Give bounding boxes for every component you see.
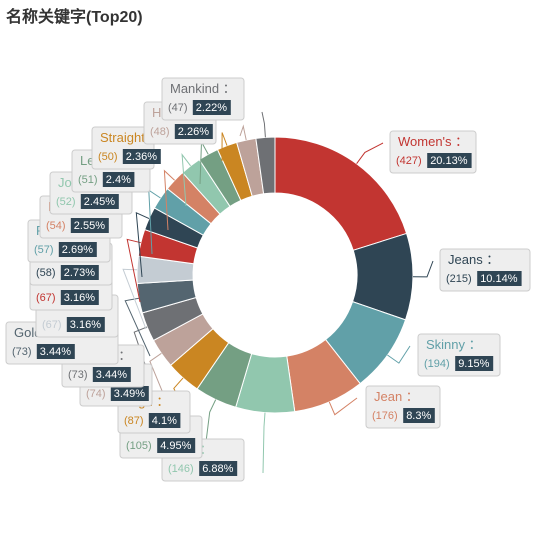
label-line <box>126 238 141 303</box>
label-percent: 2.45% <box>84 196 115 208</box>
slice-label: Skinny ： (194) 9.15% <box>417 333 501 377</box>
label-count: (194) <box>424 358 450 370</box>
label-name: Skinny ： <box>426 337 482 352</box>
label-percent: 20.13% <box>430 155 468 167</box>
label-percent-bg <box>102 172 135 187</box>
label-percent-bg <box>60 265 99 280</box>
label-count: (54) <box>46 220 66 232</box>
label-count: (105) <box>126 440 152 452</box>
label-percent: 10.14% <box>480 273 518 285</box>
label-percent: 8.3% <box>406 410 431 422</box>
label-percent-bg <box>192 100 231 115</box>
label-percent: 4.95% <box>160 440 191 452</box>
label-percent-bg <box>80 194 119 209</box>
label-percent-bg <box>60 290 99 305</box>
label-count: (58) <box>36 267 56 279</box>
label-line <box>163 169 175 231</box>
slice-label: Mankind ： (47) 2.22% <box>161 77 245 121</box>
donut-slices <box>136 136 414 414</box>
label-percent-bg <box>199 461 238 476</box>
label-percent: 3.16% <box>70 319 101 331</box>
label-percent: 2.73% <box>64 267 95 279</box>
label-percent-bg <box>92 367 131 382</box>
label-percent-bg <box>455 356 494 371</box>
label-percent-bg <box>36 344 75 359</box>
slice-mankind[interactable] <box>255 136 276 195</box>
label-percent: 3.16% <box>64 292 95 304</box>
label-count: (146) <box>168 463 194 475</box>
label-line <box>133 326 151 380</box>
label-count: (87) <box>124 415 144 427</box>
label-count: (73) <box>68 369 88 381</box>
label-count: (67) <box>36 292 56 304</box>
label-percent: 2.22% <box>196 102 227 114</box>
label-line <box>262 412 266 474</box>
label-percent-bg <box>427 153 472 168</box>
label-percent-bg <box>70 218 109 233</box>
slice-label: Straight ：(50) 2.36% <box>91 126 161 170</box>
label-count: (74) <box>86 388 106 400</box>
label-percent: 4.1% <box>152 415 177 427</box>
label-count: (51) <box>78 174 98 186</box>
label-name: Women's ： <box>398 134 468 149</box>
label-percent: 3.49% <box>114 388 145 400</box>
label-percent: 2.36% <box>126 151 157 163</box>
label-percent: 2.69% <box>62 244 93 256</box>
label-line <box>356 142 384 164</box>
label-line <box>239 124 247 141</box>
label-percent-bg <box>58 242 97 257</box>
slice-labels: Women's ： (427) 20.13% Jeans ： (215) 10.14% Sk… <box>5 77 531 482</box>
label-percent-bg <box>403 408 435 423</box>
label-name: Mankind ： <box>170 81 236 96</box>
label-percent: 9.15% <box>458 358 489 370</box>
label-percent-bg <box>157 438 196 453</box>
label-count: (67) <box>42 319 62 331</box>
label-percent: 3.44% <box>40 346 71 358</box>
label-count: (48) <box>150 126 170 138</box>
slice-label: Jeans ： (215) 10.14% <box>439 248 531 292</box>
page-title: 名称关键字(Top20) <box>6 9 143 26</box>
label-line <box>328 397 358 416</box>
label-percent-bg <box>122 149 161 164</box>
label-count: (176) <box>372 410 398 422</box>
label-count: (52) <box>56 196 76 208</box>
label-line <box>412 260 434 278</box>
label-name: Jeans ： <box>448 252 499 267</box>
label-percent-bg <box>66 317 105 332</box>
label-line <box>204 399 217 451</box>
label-line <box>261 111 266 138</box>
label-percent: 2.55% <box>74 220 105 232</box>
slice-label: Women's ： (427) 20.13% <box>389 130 477 174</box>
label-percent: 2.4% <box>106 174 131 186</box>
slice-label: Jean ： (176) 8.3% <box>365 385 441 429</box>
label-percent: 2.26% <box>178 126 209 138</box>
label-percent-bg <box>174 124 213 139</box>
label-percent: 3.44% <box>96 369 127 381</box>
label-count: (427) <box>396 155 422 167</box>
label-count: (47) <box>168 102 188 114</box>
label-line <box>149 352 166 399</box>
slice-women-s[interactable] <box>274 136 408 251</box>
label-name: Jean ： <box>374 389 419 404</box>
label-count: (73) <box>12 346 32 358</box>
label-percent-bg <box>110 386 149 401</box>
label-count: (215) <box>446 273 472 285</box>
label-line <box>221 132 228 162</box>
label-count: (57) <box>34 244 54 256</box>
label-line <box>122 268 147 330</box>
label-percent-bg <box>477 271 522 286</box>
label-line <box>135 211 150 278</box>
label-line <box>387 345 411 364</box>
label-percent: 6.88% <box>202 463 233 475</box>
label-line <box>181 153 191 207</box>
label-percent-bg <box>148 413 181 428</box>
label-count: (50) <box>98 151 118 163</box>
